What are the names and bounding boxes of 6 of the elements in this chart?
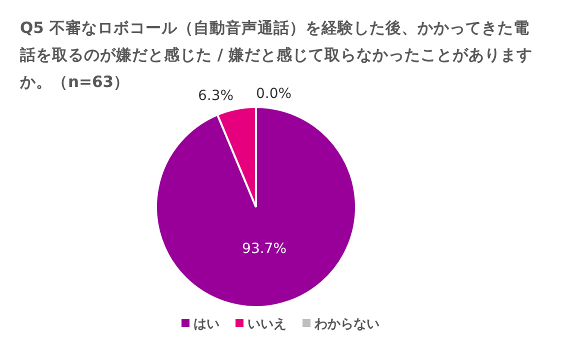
- pie-slice: [155, 106, 357, 308]
- legend-label: はい: [194, 317, 220, 332]
- data-label: 6.3%: [198, 88, 234, 104]
- legend-label: いいえ: [248, 317, 286, 332]
- legend-label: わからない: [314, 317, 380, 332]
- data-label: 93.7%: [242, 241, 286, 258]
